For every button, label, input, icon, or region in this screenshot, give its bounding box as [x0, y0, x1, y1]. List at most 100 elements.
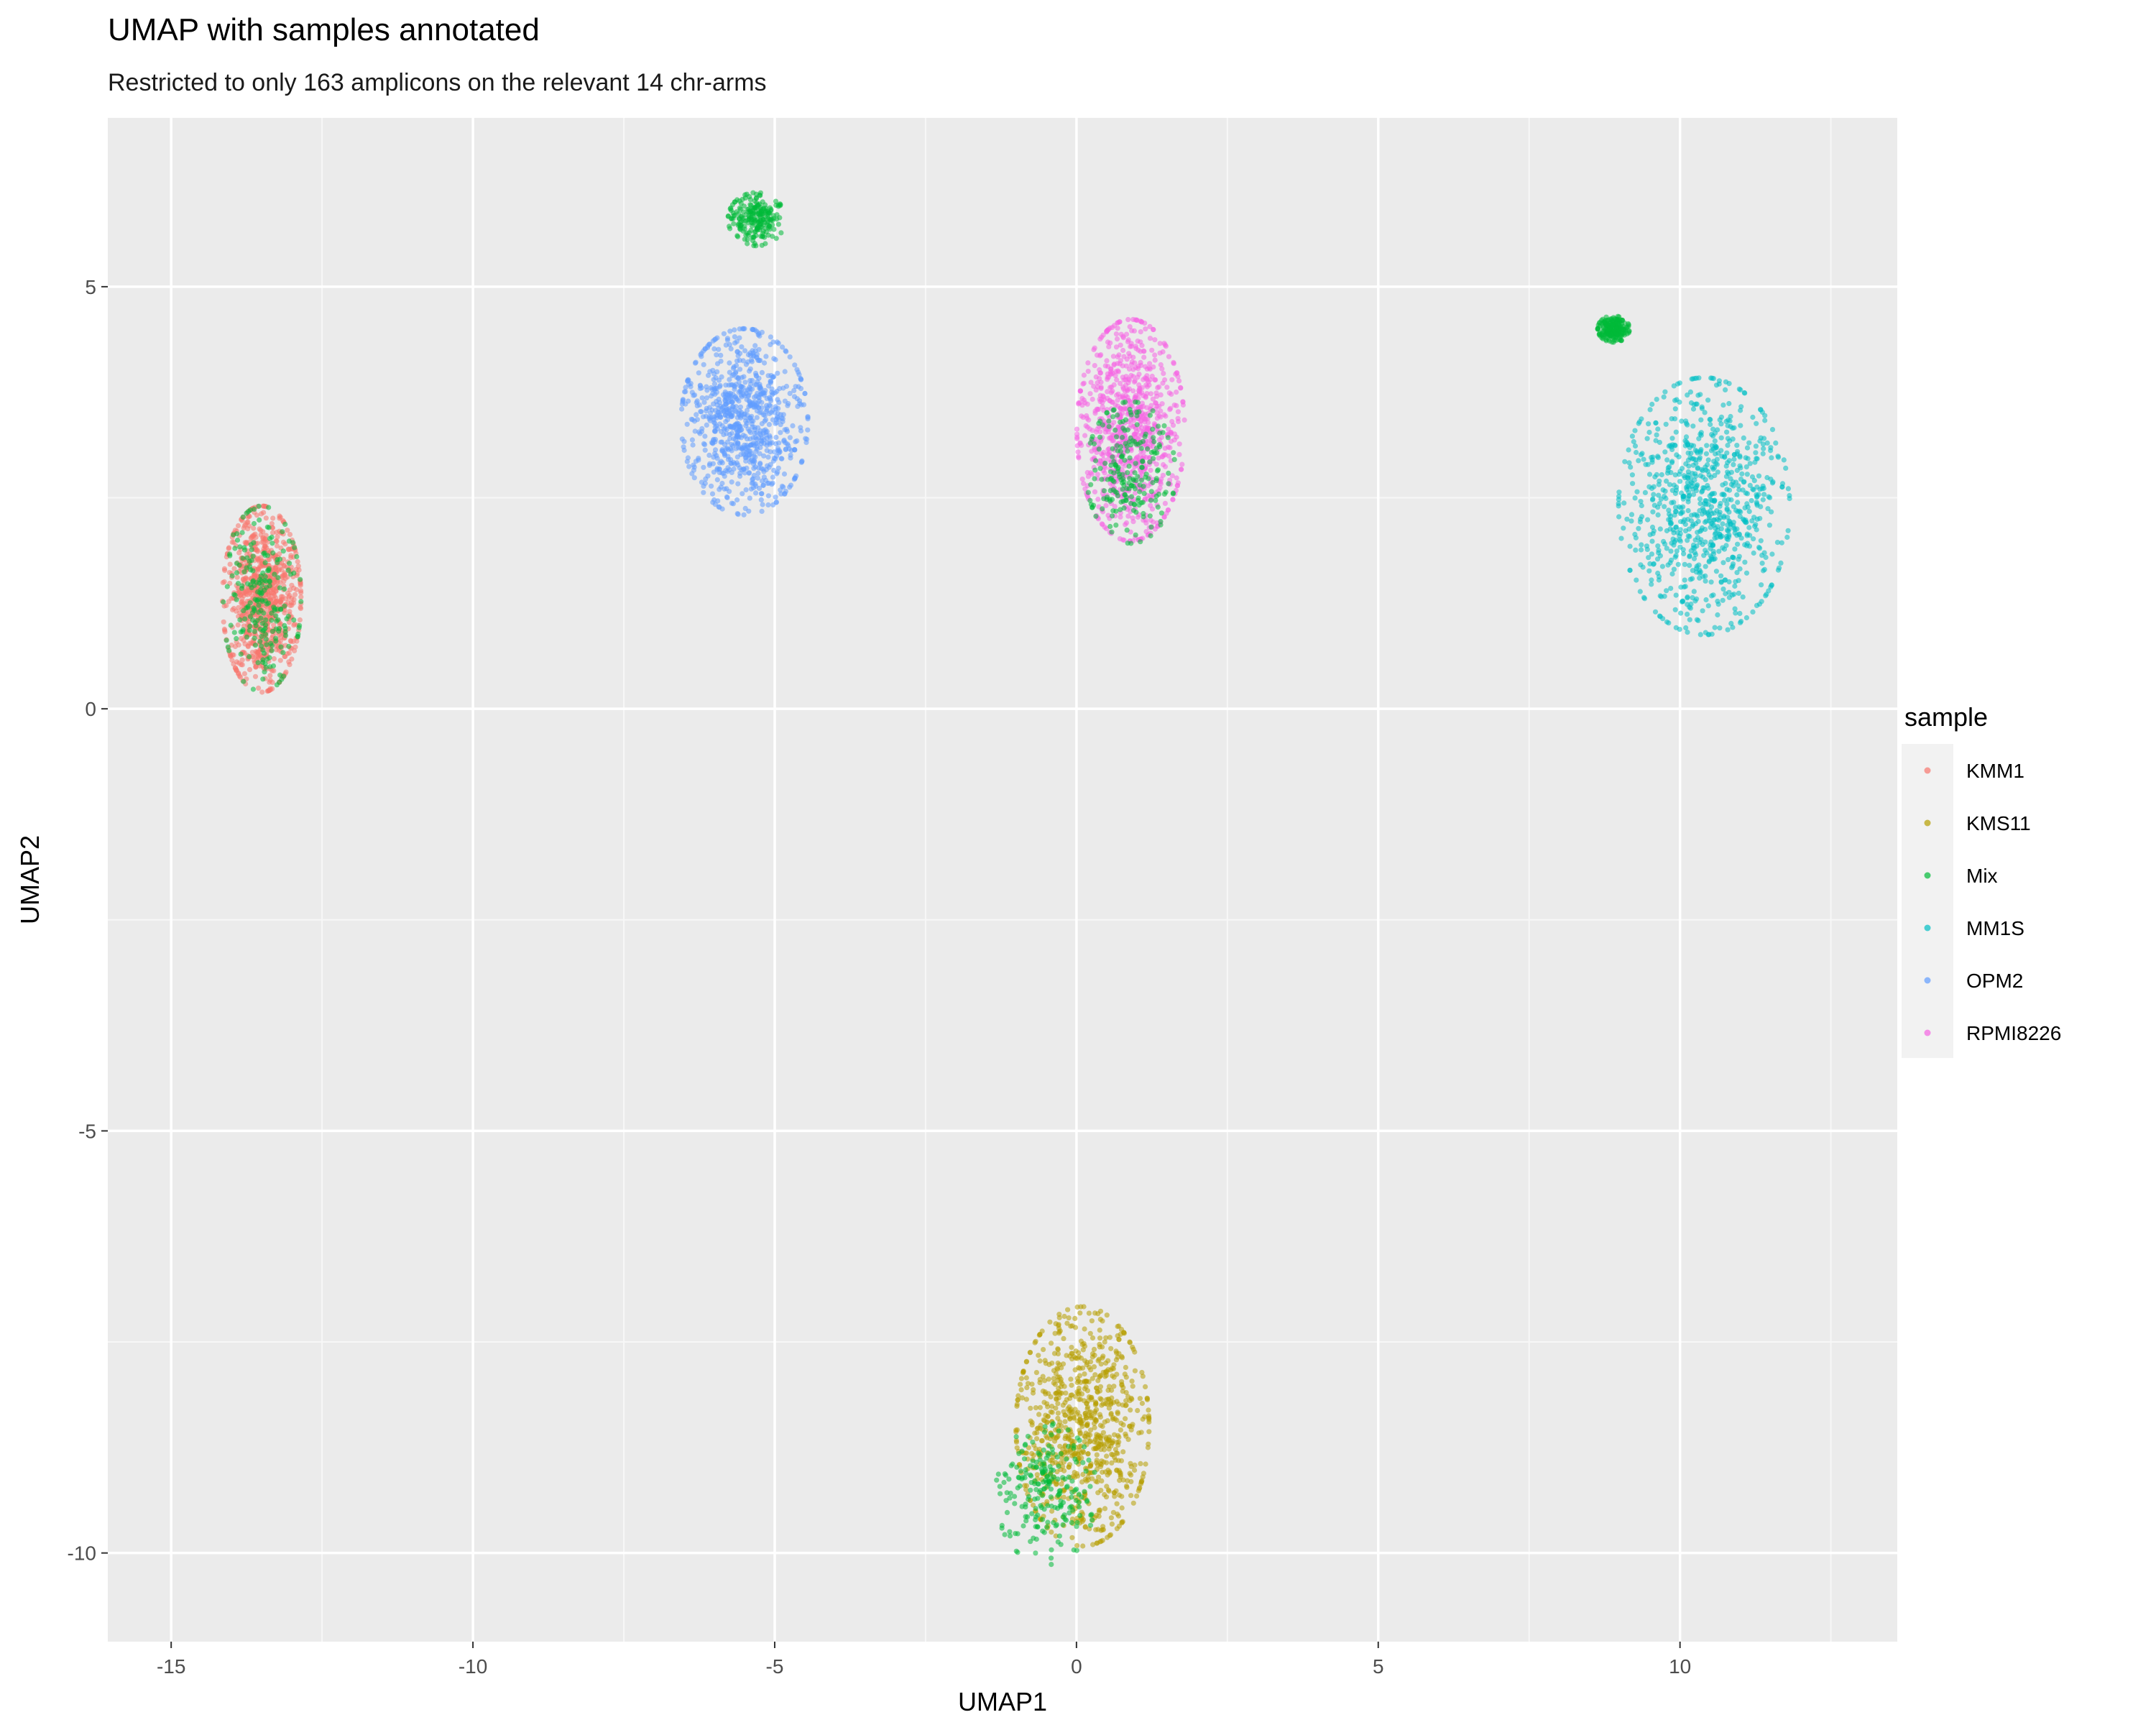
point-mix [255, 660, 261, 666]
point-mix [1618, 321, 1625, 326]
point-mm1s [1697, 501, 1703, 507]
point-mm1s [1689, 483, 1695, 489]
point-opm2 [798, 377, 804, 382]
point-kmm1 [298, 581, 303, 587]
point-rpmi8226 [1175, 409, 1181, 415]
point-mm1s [1763, 554, 1769, 561]
point-mm1s [1628, 518, 1634, 524]
point-rpmi8226 [1158, 414, 1164, 420]
point-mm1s [1703, 597, 1709, 603]
point-mm1s [1707, 493, 1713, 499]
point-mix [1093, 513, 1099, 519]
point-kms11 [1092, 1372, 1098, 1378]
point-mix [262, 622, 269, 628]
point-kms11 [1118, 1420, 1124, 1426]
point-kmm1 [255, 556, 261, 563]
point-mm1s [1769, 582, 1774, 588]
point-mix [266, 505, 272, 510]
point-mix [1122, 492, 1128, 497]
point-opm2 [693, 459, 699, 464]
point-mm1s [1735, 541, 1741, 547]
point-rpmi8226 [1113, 369, 1119, 374]
point-kms11 [1064, 1320, 1070, 1326]
point-mix [244, 510, 249, 516]
point-mix [773, 236, 779, 242]
point-mm1s [1697, 575, 1703, 581]
point-mm1s [1724, 501, 1730, 507]
point-opm2 [689, 390, 695, 395]
point-opm2 [696, 429, 702, 435]
point-rpmi8226 [1171, 402, 1177, 408]
point-rpmi8226 [1139, 343, 1145, 349]
point-mix [275, 617, 281, 622]
point-opm2 [771, 467, 777, 474]
point-mix [280, 650, 286, 656]
point-kms11 [1116, 1492, 1122, 1498]
point-mm1s [1668, 586, 1674, 592]
point-mix [247, 507, 253, 513]
point-rpmi8226 [1104, 358, 1110, 364]
point-mm1s [1713, 382, 1720, 388]
point-opm2 [729, 469, 734, 476]
point-mix [1605, 328, 1611, 334]
point-mix [252, 582, 257, 589]
point-mm1s [1720, 545, 1726, 551]
point-mix [1148, 497, 1153, 503]
point-mm1s [1736, 590, 1741, 597]
point-opm2 [728, 346, 734, 351]
point-mix [1166, 481, 1171, 487]
point-mix [254, 597, 259, 603]
point-mix [277, 672, 283, 678]
point-mm1s [1760, 483, 1766, 489]
point-mm1s [1728, 620, 1734, 627]
point-kms11 [1085, 1404, 1091, 1410]
point-kmm1 [273, 647, 280, 653]
point-mm1s [1651, 561, 1657, 567]
point-kmm1 [282, 653, 288, 660]
point-rpmi8226 [1152, 337, 1158, 343]
point-mm1s [1682, 584, 1688, 589]
point-mix [745, 220, 751, 226]
point-opm2 [732, 461, 737, 467]
point-mix [259, 643, 264, 649]
point-rpmi8226 [1106, 344, 1112, 349]
point-mm1s [1751, 536, 1756, 542]
point-opm2 [760, 502, 765, 507]
point-opm2 [755, 400, 760, 406]
point-rpmi8226 [1160, 472, 1166, 478]
point-opm2 [709, 483, 714, 489]
point-mm1s [1723, 463, 1729, 469]
point-opm2 [770, 474, 775, 480]
point-mix [1138, 446, 1144, 451]
point-mix [259, 633, 264, 640]
point-rpmi8226 [1100, 522, 1105, 528]
point-mm1s [1669, 571, 1675, 577]
point-mm1s [1649, 454, 1654, 461]
point-mix [1621, 330, 1627, 336]
point-mm1s [1740, 594, 1746, 600]
point-mix [1147, 459, 1153, 465]
point-opm2 [773, 406, 779, 412]
point-opm2 [707, 461, 713, 466]
point-mm1s [1737, 463, 1743, 469]
point-rpmi8226 [1176, 378, 1182, 384]
point-mix [757, 221, 763, 227]
point-opm2 [741, 512, 747, 518]
point-rpmi8226 [1074, 426, 1080, 432]
point-mm1s [1703, 498, 1708, 504]
point-mm1s [1693, 401, 1699, 407]
point-mm1s [1709, 593, 1715, 599]
point-kmm1 [261, 546, 267, 552]
point-rpmi8226 [1099, 334, 1105, 340]
point-mm1s [1689, 376, 1695, 382]
point-rpmi8226 [1123, 363, 1129, 369]
point-kms11 [1101, 1447, 1107, 1453]
point-mm1s [1634, 449, 1639, 456]
point-rpmi8226 [1180, 402, 1186, 408]
point-opm2 [780, 412, 786, 418]
point-mix [752, 216, 757, 221]
point-kmm1 [289, 582, 295, 588]
point-opm2 [712, 424, 718, 430]
point-opm2 [787, 390, 793, 397]
point-opm2 [692, 360, 699, 366]
